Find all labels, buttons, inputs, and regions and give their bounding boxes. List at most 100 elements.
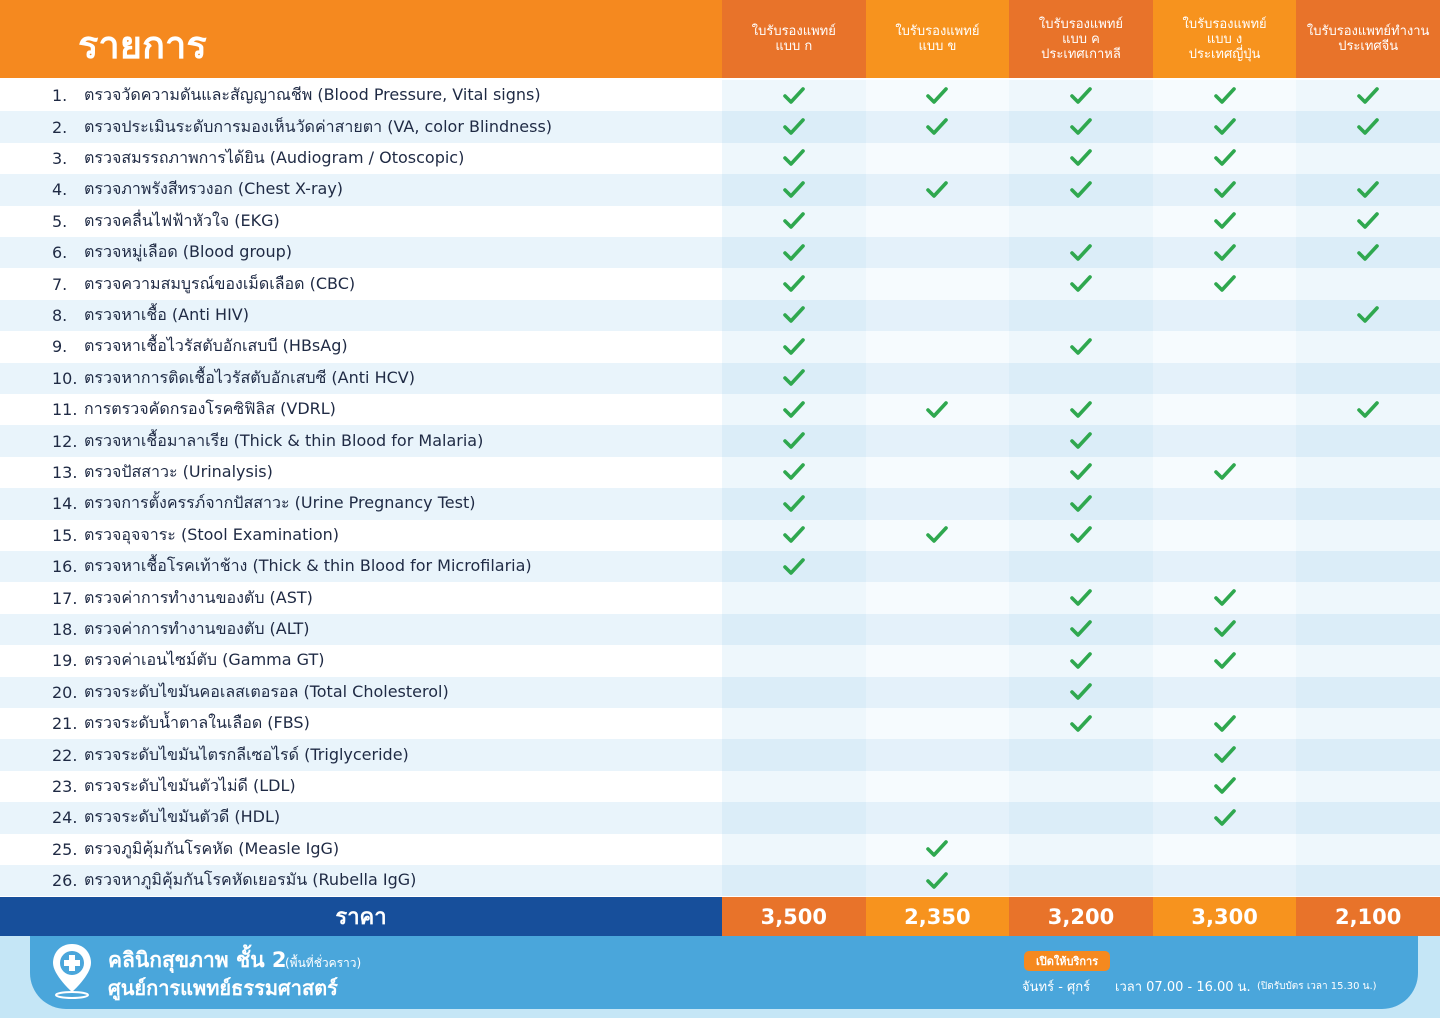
table-row: 19. ตรวจค่าเอนไซม์ตับ (Gamma GT)	[0, 645, 722, 677]
checkmark-path	[1070, 118, 1092, 135]
check-cell	[722, 802, 866, 834]
check-cell	[865, 142, 1010, 175]
checkmark-path	[1070, 526, 1092, 544]
checkmark-path	[782, 149, 805, 167]
check-cell	[1152, 833, 1297, 865]
check-cell	[722, 770, 866, 803]
checkmark-path	[1070, 338, 1092, 355]
price: 2,350	[865, 897, 1010, 936]
checkmark	[1070, 589, 1092, 606]
checkmark-path	[1213, 714, 1236, 732]
checkmark-path	[1213, 746, 1236, 763]
checkmark	[782, 149, 805, 167]
check-cell	[1152, 613, 1297, 646]
column-header-line: ใบรับรองแพทย์	[895, 24, 980, 39]
row-item: ตรวจสมรรถภาพการได้ยิน (Audiogram / Otosc…	[84, 147, 465, 167]
checkmark	[1213, 589, 1236, 606]
checkmark	[1213, 212, 1236, 230]
check-cell	[1009, 205, 1153, 237]
check-cell	[865, 394, 1010, 426]
check-cell	[722, 488, 866, 520]
checkmark-path	[926, 526, 949, 544]
check-cell	[1296, 551, 1440, 583]
checkmark	[1357, 243, 1379, 261]
checkmark	[782, 338, 805, 355]
checkmark	[926, 840, 949, 858]
checkmark	[782, 306, 805, 324]
checkmark	[782, 557, 805, 575]
check-cell	[722, 394, 866, 426]
row-item: ตรวจการตั้งครรภ์จากปัสสาวะ (Urine Pregna…	[84, 493, 476, 513]
check-cell	[865, 865, 1010, 897]
row-number: 8.	[52, 305, 68, 325]
check-cell	[1009, 770, 1153, 803]
row-item: ตรวจระดับน้ำตาลในเลือด (FBS)	[84, 713, 310, 733]
price-label: ราคา	[0, 897, 722, 936]
check-cell	[1152, 142, 1297, 175]
checkmark	[1357, 400, 1379, 418]
check-cell	[865, 676, 1010, 708]
table-row: 6. ตรวจหมู่เลือด (Blood group)	[0, 237, 722, 269]
check-cell	[1296, 237, 1440, 269]
table-row: 24. ตรวจระดับไขมันตัวดี (HDL)	[0, 802, 722, 834]
checkmark-path	[1213, 181, 1236, 198]
check-cell	[1296, 394, 1440, 426]
row-item: ตรวจหมู่เลือด (Blood group)	[84, 242, 292, 262]
row-item: ตรวจค่าการทำงานของตับ (ALT)	[84, 618, 310, 638]
column-header-line: ใบรับรองแพทย์ทำงาน	[1306, 24, 1430, 39]
checkmark-path	[782, 338, 805, 355]
table-row: 9. ตรวจหาเชื้อไวรัสตับอักเสบบี (HBsAg)	[0, 331, 722, 363]
check-cell	[1009, 80, 1153, 112]
checkmark	[782, 432, 805, 449]
column-header-line: แบบ ก	[775, 39, 813, 54]
check-cell	[722, 205, 866, 237]
header-bar	[0, 0, 722, 78]
table-row: 8. ตรวจหาเชื้อ (Anti HIV)	[0, 299, 722, 332]
checkmark-path	[1213, 275, 1236, 292]
check-cell	[722, 111, 866, 143]
checkmark	[1070, 683, 1092, 701]
check-cell	[1009, 362, 1153, 394]
row-item: ตรวจภาพรังสีทรวงอก (Chest X-ray)	[84, 179, 344, 199]
checkmark	[1070, 463, 1092, 481]
checkmark-path	[1213, 777, 1236, 795]
check-cell	[1009, 174, 1153, 206]
column-header-line: แบบ ง	[1206, 31, 1243, 47]
table-row: 14. ตรวจการตั้งครรภ์จากปัสสาวะ (Urine Pre…	[0, 488, 722, 520]
row-number: 16.	[52, 557, 78, 577]
check-cell	[1296, 613, 1440, 646]
price: 3,500	[722, 897, 866, 936]
table-row: 1. ตรวจวัดความดันและสัญญาณชีพ (Blood Pres…	[0, 80, 722, 112]
checkmark	[1070, 400, 1092, 418]
checkmark-path	[782, 306, 805, 324]
row-item: ตรวจค่าการทำงานของตับ (AST)	[84, 587, 313, 607]
checkmark	[1213, 86, 1236, 104]
checkmark-path	[782, 118, 805, 135]
table-row: 18. ตรวจค่าการทำงานของตับ (ALT)	[0, 613, 722, 646]
table-row: 2. ตรวจประเมินระดับการมองเห็นวัดค่าสายตา …	[0, 111, 722, 143]
row-item: ตรวจหาเชื้อไวรัสตับอักเสบบี (HBsAg)	[84, 336, 348, 356]
clinic-name: คลินิกสุขภาพ ชั้น 2	[108, 948, 287, 972]
checkmark-path	[782, 557, 805, 575]
column-header: ใบรับรองแพทย์ แบบ คประเทศเกาหลี	[1009, 0, 1153, 78]
checkmark-path	[1070, 149, 1092, 167]
check-cell	[1296, 331, 1440, 363]
table-row: 22. ตรวจระดับไขมันไตรกลีเซอไรด์ (Triglyce…	[0, 739, 722, 771]
checkmark	[1070, 181, 1092, 198]
checkmark-path	[1070, 683, 1092, 701]
table-row: 17. ตรวจค่าการทำงานของตับ (AST)	[0, 582, 722, 614]
checkmark-path	[782, 369, 805, 387]
checkmark	[1213, 652, 1236, 669]
check-cell	[1152, 205, 1297, 237]
row-number: 11.	[52, 400, 78, 420]
check-cell	[865, 613, 1010, 646]
row-number: 9.	[52, 337, 68, 357]
table-row: 5. ตรวจคลื่นไฟฟ้าหัวใจ (EKG)	[0, 205, 722, 237]
check-cell	[722, 645, 866, 677]
row-number: 24.	[52, 808, 78, 828]
checkmark	[1070, 338, 1092, 355]
table-row: 26. ตรวจหาภูมิคุ้มกันโรคหัดเยอรมัน (Rubel…	[0, 865, 722, 897]
row-number: 12.	[52, 431, 78, 451]
check-cell	[722, 299, 866, 332]
check-cell	[865, 708, 1010, 740]
